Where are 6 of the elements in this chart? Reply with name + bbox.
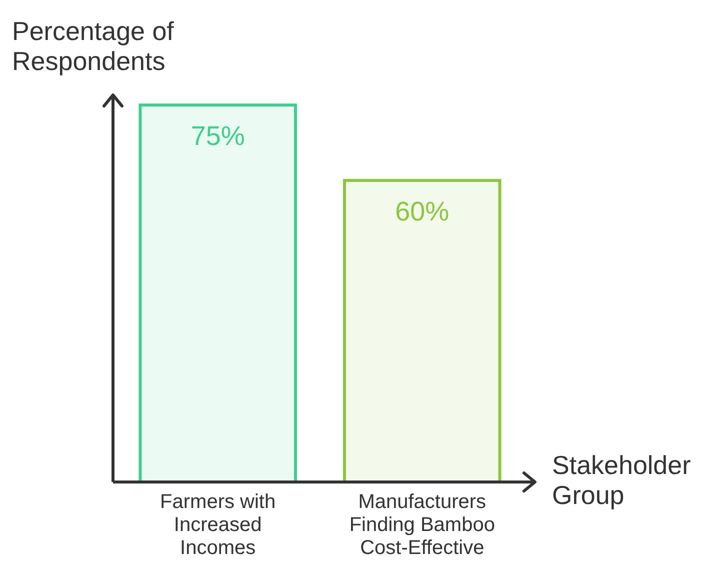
x-tick-label: Farmers with Increased Incomes bbox=[160, 491, 276, 559]
y-axis-title: Percentage of Respondents bbox=[12, 16, 175, 76]
x-tick-label: Manufacturers Finding Bamboo Cost-Effective bbox=[349, 491, 495, 559]
x-axis-title: Stakeholder Group bbox=[552, 450, 692, 510]
data-label: 75% bbox=[190, 121, 245, 152]
data-label: 60% bbox=[395, 196, 450, 226]
